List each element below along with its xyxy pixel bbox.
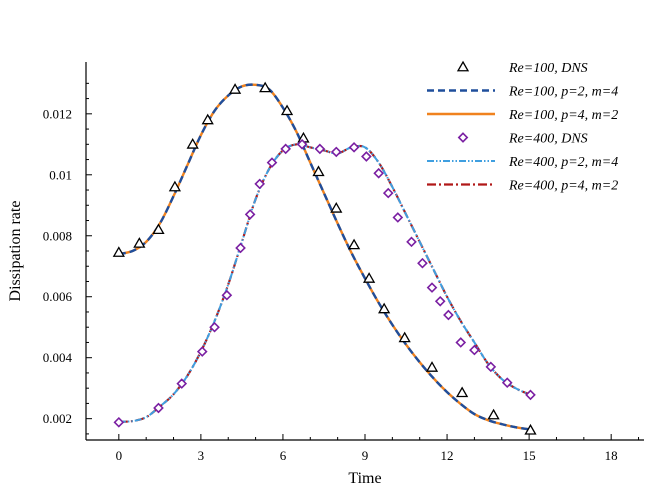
series-layer [112,81,537,435]
data-point-re400-dns [455,337,467,348]
data-point-re400-dns [361,151,372,162]
data-point-re400-dns [244,209,256,220]
y-tick-label: 0.004 [43,350,73,365]
data-point-re100-dns [259,81,272,93]
x-tick-label: 18 [605,448,618,463]
data-point-re100-dns [487,408,500,420]
legend-label-3: Re=400, DNS [508,132,588,147]
data-point-re400-dns [266,157,278,168]
data-point-re100-dns [362,272,376,283]
y-tick-label: 0.006 [43,289,73,304]
x-tick-label: 12 [441,448,454,463]
data-point-re400-dns [348,142,360,153]
data-point-re100-dns [347,238,361,250]
data-point-re400-dns [330,146,342,158]
legend-label-5: Re=400, p=4, m=2 [508,179,618,194]
legend-marker-re100-dns [456,60,470,72]
data-point-re100-dns [280,104,294,116]
data-point-re400-dns [406,236,417,248]
data-point-re100-dns [112,246,125,257]
data-point-re100-dns [152,223,165,235]
data-point-re400-dns [314,143,326,155]
data-point-re400-dns [392,212,404,223]
y-axis-label: Dissipation rate [7,201,24,302]
data-point-re100-dns [330,202,343,213]
data-point-re400-dns [417,257,428,269]
data-point-re400-dns [221,289,233,301]
data-point-re400-dns [485,361,497,373]
y-tick-label: 0.008 [43,228,72,243]
series-line-1 [118,83,530,431]
data-point-re400-dns [469,344,480,356]
series-line-4 [118,143,530,423]
data-point-re400-dns [196,346,208,357]
data-point-re100-dns [168,180,182,192]
data-point-re400-dns [113,416,125,428]
y-tick-label: 0.01 [49,167,72,182]
x-tick-label: 6 [280,448,287,463]
data-point-re400-dns [254,178,266,190]
data-point-re100-dns [398,331,411,343]
data-point-re400-dns [426,282,438,293]
x-tick-label: 9 [362,448,369,463]
data-point-re400-dns [525,389,536,401]
data-point-re400-dns [153,402,164,414]
data-point-re100-dns [524,423,537,435]
data-point-re400-dns [176,378,188,389]
data-point-re100-dns [201,113,214,125]
legend-label-1: Re=100, p=2, m=4 [508,85,618,100]
data-point-re100-dns [186,137,199,149]
x-axis-label: Time [348,470,381,487]
data-point-re100-dns [455,386,469,398]
data-point-re100-dns [378,302,391,314]
y-tick-label: 0.002 [43,411,72,426]
legend-marker-re400-dns [457,132,469,143]
data-point-re100-dns [133,237,146,248]
data-point-re100-dns [312,165,325,177]
data-point-re400-dns [280,143,292,155]
legend-label-0: Re=100, DNS [508,61,588,76]
data-point-re400-dns [235,242,246,254]
legend-label-4: Re=400, p=2, m=4 [508,155,618,170]
x-tick-label: 0 [116,448,123,463]
data-point-re400-dns [443,309,454,321]
x-tick-label: 15 [523,448,536,463]
legend-label-2: Re=100, p=4, m=2 [508,108,618,123]
data-point-re400-dns [296,138,308,150]
ticks: 0 3 6 9 12 15 18 0.002 0.004 0.006 0.008 0.01 0.012 [43,82,640,463]
data-point-re400-dns [501,377,513,389]
data-point-re100-dns [425,361,439,372]
x-tick-label: 3 [198,448,205,463]
data-point-re400-dns [373,167,385,179]
data-point-re400-dns [382,187,394,199]
data-point-re100-dns [228,83,242,94]
y-tick-label: 0.012 [43,106,72,121]
data-point-re400-dns [209,321,220,333]
legend: Re=100, DNS Re=100, p=2, m=4 Re=100, p=4, … [427,60,618,194]
data-point-re400-dns [434,295,446,307]
series-line-2 [118,83,530,431]
